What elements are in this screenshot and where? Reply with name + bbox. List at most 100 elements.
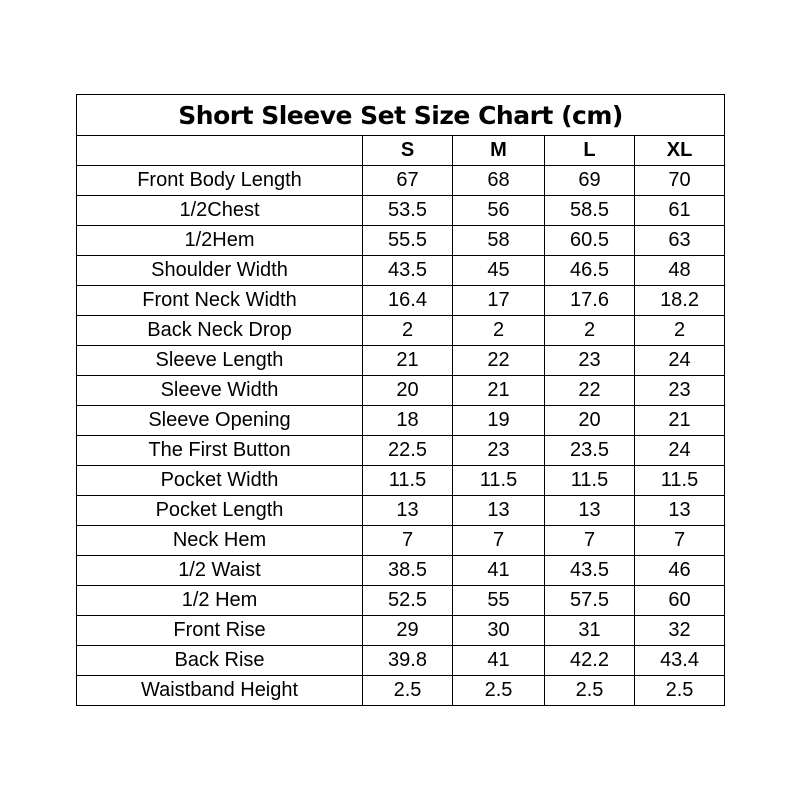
measurement-label: Neck Hem <box>76 525 363 556</box>
table-row: Sleeve Length 21 22 23 24 <box>76 345 726 376</box>
table-row: Shoulder Width 43.5 45 46.5 48 <box>76 255 726 286</box>
measurement-value: 7 <box>452 525 545 556</box>
table-row: Front Rise 29 30 31 32 <box>76 615 726 646</box>
measurement-value: 24 <box>633 435 726 466</box>
measurement-value: 11.5 <box>544 465 635 496</box>
measurement-value: 57.5 <box>544 585 635 616</box>
measurement-value: 61 <box>633 195 726 226</box>
measurement-value: 2 <box>633 315 726 346</box>
measurement-value: 60.5 <box>544 225 635 256</box>
measurement-value: 42.2 <box>544 645 635 676</box>
table-row: Sleeve Width 20 21 22 23 <box>76 375 726 406</box>
measurement-value: 55.5 <box>362 225 453 256</box>
measurement-value: 7 <box>633 525 726 556</box>
measurement-label: 1/2Chest <box>76 195 363 226</box>
measurement-value: 30 <box>452 615 545 646</box>
measurement-label: Back Neck Drop <box>76 315 363 346</box>
measurement-value: 11.5 <box>633 465 726 496</box>
header-size-l: L <box>544 135 635 166</box>
measurement-value: 58 <box>452 225 545 256</box>
measurement-value: 29 <box>362 615 453 646</box>
measurement-value: 17 <box>452 285 545 316</box>
table-row: Pocket Width 11.5 11.5 11.5 11.5 <box>76 465 726 496</box>
title-row: Short Sleeve Set Size Chart (cm) <box>75 94 726 136</box>
measurement-value: 68 <box>452 165 545 196</box>
measurement-value: 7 <box>362 525 453 556</box>
measurement-value: 53.5 <box>362 195 453 226</box>
measurement-value: 2.5 <box>544 675 635 706</box>
measurement-value: 18 <box>362 405 453 436</box>
measurement-label: 1/2Hem <box>76 225 363 256</box>
measurement-value: 16.4 <box>362 285 453 316</box>
measurement-label: Sleeve Opening <box>76 405 363 436</box>
measurement-value: 19 <box>452 405 545 436</box>
measurement-value: 69 <box>544 165 635 196</box>
measurement-value: 21 <box>452 375 545 406</box>
measurement-value: 43.5 <box>544 555 635 586</box>
measurement-label: Front Neck Width <box>76 285 363 316</box>
measurement-label: The First Button <box>76 435 363 466</box>
measurement-value: 13 <box>633 495 726 526</box>
measurement-value: 45 <box>452 255 545 286</box>
measurement-value: 23.5 <box>544 435 635 466</box>
measurement-value: 17.6 <box>544 285 635 316</box>
measurement-value: 46 <box>633 555 726 586</box>
measurement-value: 2 <box>544 315 635 346</box>
measurement-value: 2.5 <box>362 675 453 706</box>
header-size-s: S <box>362 135 453 166</box>
header-row: S M L XL <box>76 135 726 166</box>
measurement-value: 21 <box>362 345 453 376</box>
measurement-label: Front Rise <box>76 615 363 646</box>
table-row: 1/2Chest 53.5 56 58.5 61 <box>76 195 726 226</box>
measurement-value: 13 <box>452 495 545 526</box>
measurement-value: 11.5 <box>362 465 453 496</box>
measurement-value: 2.5 <box>452 675 545 706</box>
measurement-label: 1/2 Waist <box>76 555 363 586</box>
measurement-value: 39.8 <box>362 645 453 676</box>
measurement-label: 1/2 Hem <box>76 585 363 616</box>
measurement-value: 23 <box>633 375 726 406</box>
table-row: 1/2Hem 55.5 58 60.5 63 <box>76 225 726 256</box>
measurement-value: 22 <box>544 375 635 406</box>
table-row: Back Rise 39.8 41 42.2 43.4 <box>76 645 726 676</box>
measurement-label: Front Body Length <box>76 165 363 196</box>
measurement-value: 58.5 <box>544 195 635 226</box>
measurement-value: 13 <box>544 495 635 526</box>
measurement-value: 21 <box>633 405 726 436</box>
measurement-label: Shoulder Width <box>76 255 363 286</box>
measurement-value: 20 <box>544 405 635 436</box>
table-row: Back Neck Drop 2 2 2 2 <box>76 315 726 346</box>
measurement-value: 70 <box>633 165 726 196</box>
measurement-value: 24 <box>633 345 726 376</box>
measurement-value: 60 <box>633 585 726 616</box>
table-row: 1/2 Hem 52.5 55 57.5 60 <box>76 585 726 616</box>
measurement-value: 23 <box>544 345 635 376</box>
measurement-label: Pocket Width <box>76 465 363 496</box>
table-row: Pocket Length 13 13 13 13 <box>76 495 726 526</box>
measurement-value: 52.5 <box>362 585 453 616</box>
measurement-value: 31 <box>544 615 635 646</box>
table-row: Neck Hem 7 7 7 7 <box>76 525 726 556</box>
measurement-value: 32 <box>633 615 726 646</box>
table-row: Front Body Length 67 68 69 70 <box>76 165 726 196</box>
size-chart-table: Short Sleeve Set Size Chart (cm) S M L X… <box>75 94 726 706</box>
measurement-value: 67 <box>362 165 453 196</box>
measurement-value: 11.5 <box>452 465 545 496</box>
measurement-label: Sleeve Width <box>76 375 363 406</box>
measurement-value: 18.2 <box>633 285 726 316</box>
measurement-value: 43.4 <box>633 645 726 676</box>
measurement-value: 22 <box>452 345 545 376</box>
table-row: Waistband Height 2.5 2.5 2.5 2.5 <box>76 675 726 706</box>
header-size-xl: XL <box>633 135 726 166</box>
table-title: Short Sleeve Set Size Chart (cm) <box>75 94 726 136</box>
measurement-label: Back Rise <box>76 645 363 676</box>
measurement-value: 48 <box>633 255 726 286</box>
measurement-value: 41 <box>452 555 545 586</box>
measurement-value: 63 <box>633 225 726 256</box>
measurement-value: 55 <box>452 585 545 616</box>
measurement-value: 41 <box>452 645 545 676</box>
measurement-label: Sleeve Length <box>76 345 363 376</box>
measurement-value: 38.5 <box>362 555 453 586</box>
measurement-value: 22.5 <box>362 435 453 466</box>
header-size-m: M <box>452 135 545 166</box>
